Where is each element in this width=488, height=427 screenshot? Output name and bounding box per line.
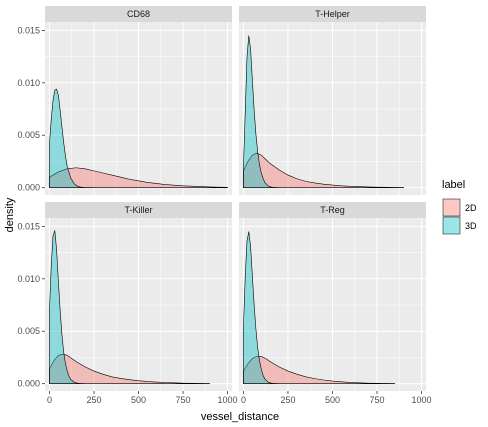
x-tick-label: 250 [280,395,295,405]
strip-label: T-Helper [315,9,350,19]
density-area-3d [243,35,280,188]
y-tick-label: 0.000 [17,379,40,389]
strip-cd68 [45,6,232,22]
density-area-3d [49,230,86,384]
strip-label: CD68 [127,9,150,19]
x-tick-label: 750 [370,395,385,405]
panels-layer: CD68 0.000 0.005 0.010 0.015 T-Helper T-Killer… [17,6,432,405]
y-tick-label: 0.000 [17,183,40,193]
y-tick-label: 0.005 [17,326,40,336]
y-tick-label: 0.010 [17,78,40,88]
y-axis-title: density [4,197,16,232]
legend: label 2D 3D [442,179,477,235]
density-area-3d [49,88,95,188]
panel-t-killer: T-Killer 0.000 0.005 0.010 0.015 0 250 500 750 10… [17,202,238,405]
density-area-3d [243,231,280,384]
x-tick-label: 0 [241,395,246,405]
panel-t-helper: T-Helper [239,6,426,195]
x-tick-label: 500 [131,395,146,405]
y-tick-label: 0.015 [17,25,40,35]
y-tick-label: 0.015 [17,221,40,231]
panel-cd68: CD68 0.000 0.005 0.010 0.015 [17,6,232,195]
panel-t-reg: T-Reg 0 250 500 750 1000 [239,202,432,405]
x-tick-label: 1000 [218,395,238,405]
x-axis-title: vessel_distance [201,411,279,423]
legend-title: label [442,179,465,191]
strip-label: T-Killer [124,205,152,215]
density-area-2d [49,354,211,384]
x-tick-label: 250 [86,395,101,405]
x-tick-label: 0 [47,395,52,405]
strip-t-killer [45,202,232,218]
strip-label: T-Reg [320,205,345,215]
y-tick-label: 0.010 [17,274,40,284]
strip-t-reg [239,202,426,218]
legend-label-3d: 3D [465,221,477,231]
density-area-2d [49,167,228,188]
strip-t-helper [239,6,426,22]
x-tick-label: 750 [176,395,191,405]
x-tick-label: 1000 [412,395,432,405]
density-area-2d [243,356,396,384]
legend-label-2d: 2D [465,203,477,213]
density-area-2d [243,152,405,188]
legend-key-2d [442,198,461,217]
legend-key-3d [442,216,461,235]
y-tick-label: 0.005 [17,130,40,140]
x-tick-label: 500 [325,395,340,405]
